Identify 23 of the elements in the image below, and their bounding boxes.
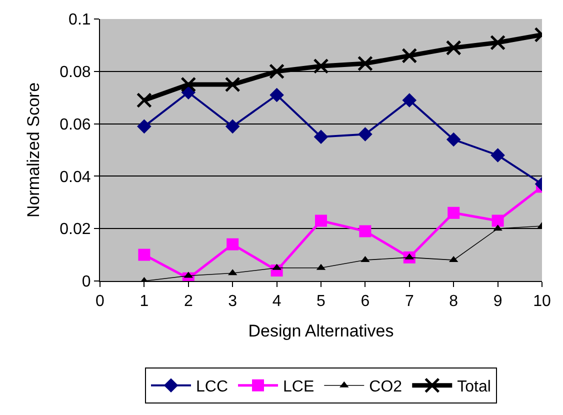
y-tick-label: 0.08 [60,64,91,81]
x-tick-label: 0 [96,293,105,310]
x-tick-label: 8 [449,293,458,310]
x-tick-label: 9 [493,293,502,310]
x-axis-title: Design Alternatives [248,322,394,341]
x-tick-label: 6 [360,293,370,310]
x-tick-label: 3 [228,293,238,310]
legend-label: LCE [283,378,314,396]
legend-label: Total [457,378,491,396]
x-tick-label: 2 [184,293,193,310]
x-tick-label: 4 [272,293,282,310]
y-tick-label: 0.04 [60,168,91,186]
y-tick-label: 0.1 [68,12,91,29]
x-tick-label: 7 [404,293,414,310]
y-tick-label: 0.02 [60,221,91,238]
y-tick-label: 0.06 [60,116,91,134]
x-tick-label: 5 [316,293,326,310]
y-axis-title: Normalized Score [24,82,44,218]
x-tick-label: 10 [533,293,551,310]
legend-label: LCC [196,378,228,396]
legend-label: CO2 [369,378,402,396]
x-tick-label: 1 [140,293,149,310]
y-tick-label: 0 [82,274,91,291]
